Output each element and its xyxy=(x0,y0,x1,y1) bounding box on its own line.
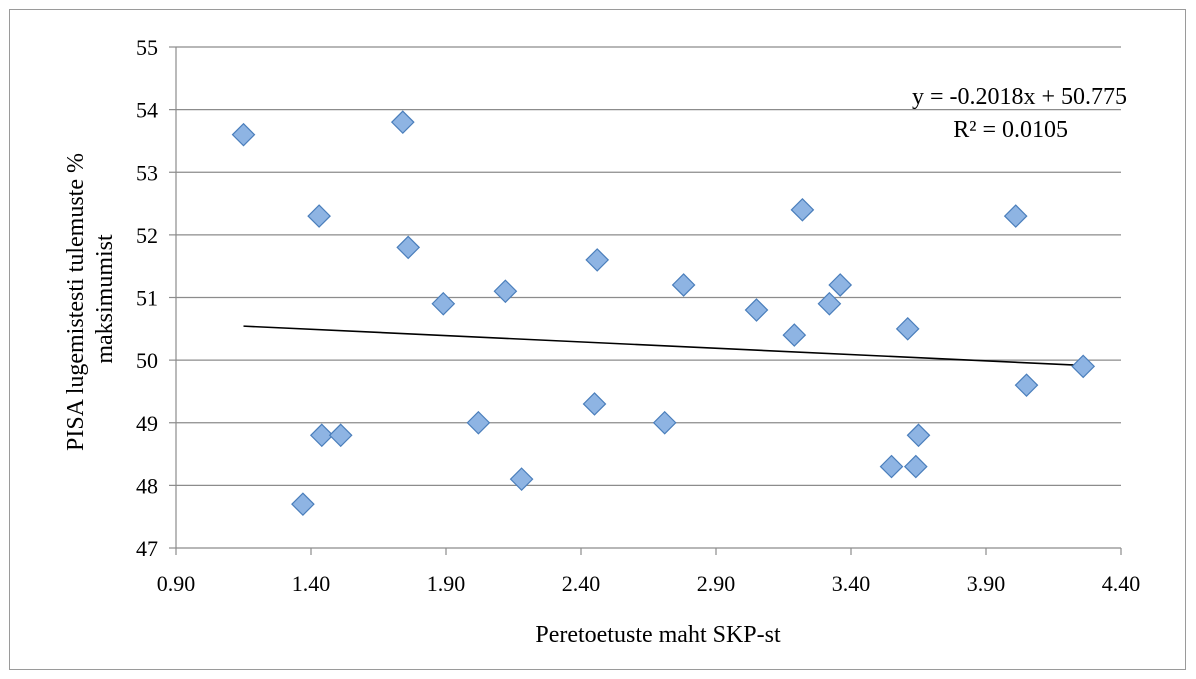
data-point-marker xyxy=(396,235,421,260)
data-point-marker xyxy=(828,273,853,297)
data-point-marker xyxy=(291,492,315,517)
x-axis-title: Peretoetuste maht SKP-st xyxy=(535,622,781,648)
x-tick-label: 1.40 xyxy=(292,571,331,596)
data-point-marker xyxy=(466,410,491,435)
trendline-equation: y = -0.2018x + 50.775 xyxy=(912,84,1127,110)
y-tick-label: 51 xyxy=(136,286,158,311)
x-tick-label: 2.90 xyxy=(697,571,736,596)
x-tick-label: 3.40 xyxy=(832,571,871,596)
data-point-marker xyxy=(328,423,353,448)
data-point-marker xyxy=(671,273,696,297)
y-tick-label: 48 xyxy=(136,473,158,498)
data-point-marker xyxy=(879,454,904,479)
y-tick-label: 52 xyxy=(136,223,158,248)
data-point-marker xyxy=(895,316,920,341)
data-point-marker xyxy=(1071,354,1096,379)
data-point-marker xyxy=(744,298,769,322)
data-point-marker xyxy=(903,454,928,479)
data-point-marker xyxy=(585,248,610,272)
x-tick-labels: 0.90 1.40 1.90 2.40 2.90 3.40 3.90 4.40 xyxy=(157,571,1141,596)
data-point-marker xyxy=(509,467,534,491)
data-point-marker xyxy=(1014,373,1039,398)
y-tick-label: 47 xyxy=(136,536,158,561)
data-point-marker xyxy=(307,204,331,228)
data-point-marker xyxy=(309,423,334,448)
y-tick-label: 50 xyxy=(136,348,158,373)
y-axis-title-line-1: PISA lugemistesti tulemuste % xyxy=(63,153,89,451)
y-axis-title: PISA lugemistesti tulemuste % maksimumis… xyxy=(63,147,118,451)
data-point-marker xyxy=(431,291,456,316)
axes xyxy=(175,47,1122,555)
x-tick-label: 2.40 xyxy=(562,571,601,596)
y-tick-label: 53 xyxy=(136,160,158,185)
x-tick-label: 3.90 xyxy=(967,571,1006,596)
data-point-marker xyxy=(231,122,256,147)
chart-frame xyxy=(9,9,1186,670)
data-points xyxy=(231,110,1096,517)
data-point-marker xyxy=(1003,204,1028,228)
data-point-marker xyxy=(652,410,677,435)
data-point-marker xyxy=(790,197,815,222)
x-tick-label: 0.90 xyxy=(157,571,196,596)
y-tick-label: 55 xyxy=(136,35,158,60)
data-point-marker xyxy=(582,392,607,416)
y-tick-label: 49 xyxy=(136,411,158,436)
trendline xyxy=(243,325,1084,367)
trendline-group xyxy=(243,325,1084,367)
data-point-marker xyxy=(390,110,415,134)
y-tick-label: 54 xyxy=(136,98,158,123)
x-tick-label: 4.40 xyxy=(1102,571,1141,596)
data-point-marker xyxy=(493,279,518,304)
y-axis-title-line-2: maksimumist xyxy=(92,234,118,364)
data-point-marker xyxy=(906,423,931,448)
x-tick-label: 1.90 xyxy=(427,571,466,596)
y-tick-labels: 47 48 49 50 51 52 53 54 55 xyxy=(136,35,158,561)
trendline-r-squared: R² = 0.0105 xyxy=(953,117,1068,143)
data-point-marker xyxy=(817,291,842,316)
data-point-marker xyxy=(782,323,807,347)
